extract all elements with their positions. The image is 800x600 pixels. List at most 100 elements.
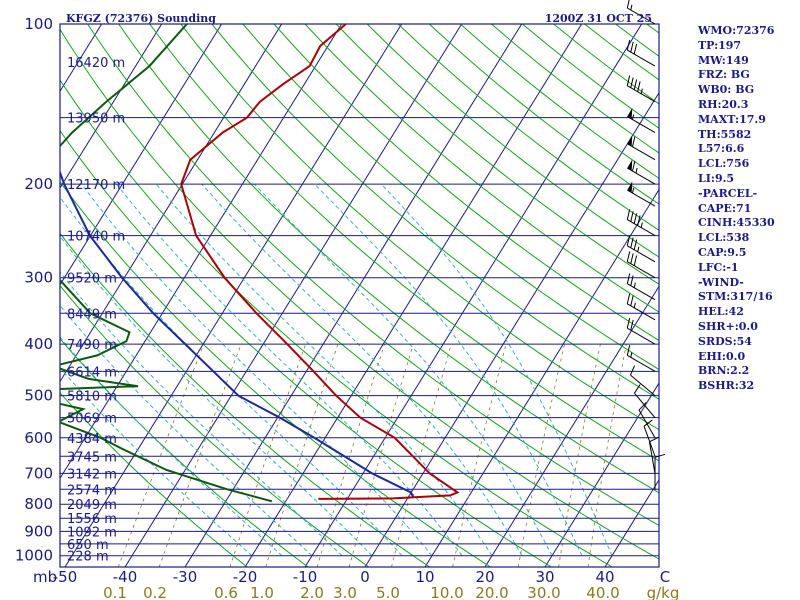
- wind-barb-staff: [627, 85, 656, 103]
- wind-barb: [648, 436, 659, 474]
- isotherm-line: [244, 24, 583, 567]
- moist-adiabat-line: [380, 183, 613, 556]
- isotherm-line: [124, 24, 463, 567]
- sounding-time: 1200Z 31 OCT 25: [545, 12, 652, 25]
- index-line: TP:197: [698, 38, 742, 52]
- index-line: LI:9.5: [698, 171, 735, 185]
- pressure-tick-label: 200: [24, 175, 53, 193]
- index-line: SRDS:54: [698, 334, 752, 348]
- wind-barb-flag: [626, 345, 631, 356]
- dry-adiabat-line: [149, 24, 659, 462]
- index-line: RH:20.3: [698, 97, 749, 111]
- moist-adiabat-line: [60, 336, 283, 557]
- index-line: LCL:756: [698, 157, 750, 171]
- wind-barb: [630, 365, 656, 397]
- chart-axes: [59, 23, 660, 568]
- mixing-ratio-tick-label: 0.1: [103, 584, 127, 600]
- wind-barb-flag: [626, 75, 631, 86]
- wind-barb-staff: [627, 261, 656, 279]
- dry-adiabat-line: [273, 24, 659, 342]
- wind-barb-staff: [627, 354, 656, 372]
- index-line: LFC:-1: [698, 260, 739, 274]
- wind-barb: [626, 75, 656, 103]
- wind-barb-flag: [633, 255, 638, 266]
- moist-adiabat-line: [155, 183, 493, 556]
- moist-adiabat-line: [81, 183, 433, 557]
- dry-adiabat-line: [60, 232, 430, 567]
- height-label: 2574 m: [67, 483, 117, 498]
- wind-barb-staff: [627, 303, 656, 321]
- wind-barb-staff: [627, 189, 656, 207]
- temperature-tick-label: 30: [535, 568, 554, 586]
- wind-barb-staff: [648, 441, 656, 474]
- temperature-tick-label: -40: [113, 568, 138, 586]
- temperature-tick-label: 20: [475, 568, 494, 586]
- wind-barb-flag: [626, 273, 631, 284]
- index-line: MW:149: [698, 53, 749, 67]
- height-label: 7490 m: [67, 338, 117, 353]
- index-line: WB0: BG: [698, 83, 755, 97]
- dry-adiabat-line: [60, 337, 309, 567]
- wind-barb-staff: [627, 167, 656, 185]
- wind-barb-pennant: [627, 107, 633, 120]
- mixing-ratio-tick-label: 20.0: [475, 584, 508, 600]
- moist-adiabat-line: [116, 183, 463, 556]
- wind-barb: [626, 345, 656, 372]
- index-line: WMO:72376: [698, 24, 775, 37]
- isotherm-line: [64, 24, 403, 567]
- dry-adiabat-line: [60, 129, 552, 567]
- chart-grid: [60, 24, 659, 567]
- wind-barb: [626, 235, 656, 263]
- wind-barb-half-flag: [640, 222, 643, 228]
- index-line: BSHR:32: [698, 379, 755, 393]
- temperature-tick-label: 0: [360, 568, 370, 586]
- isotherm-line: [60, 24, 163, 189]
- plot-frame: [59, 23, 660, 568]
- wind-barb-pennant: [627, 135, 633, 147]
- temperature-tick-label: -50: [53, 568, 78, 586]
- height-label: 10740 m: [67, 230, 125, 245]
- height-label: 13950 m: [67, 112, 125, 127]
- dry-adiabat-line: [242, 24, 659, 371]
- dewpoint-trace: [60, 24, 273, 503]
- wind-barb-flag: [633, 239, 638, 250]
- height-label: 650 m: [67, 538, 109, 553]
- height-label: 16420 m: [67, 56, 125, 71]
- mixing-ratio-line: [229, 343, 306, 567]
- index-line: CAP:9.5: [698, 245, 747, 259]
- height-label: 1092 m: [67, 525, 117, 540]
- pressure-tick-label: 400: [24, 335, 53, 353]
- wind-barb-pennant: [627, 181, 633, 193]
- wind-barb: [626, 209, 656, 237]
- mixing-ratio-tick-label: 40.0: [586, 584, 619, 600]
- wind-barb-flag: [633, 79, 638, 90]
- parcel-trace: [60, 169, 415, 498]
- wind-barb-half-flag: [631, 114, 635, 120]
- height-label: 4384 m: [67, 432, 117, 447]
- wind-barb-half-flag: [637, 246, 640, 252]
- isotherm-line: [544, 382, 659, 567]
- pressure-tick-label: 700: [24, 464, 53, 482]
- dry-adiabat-line: [180, 24, 659, 431]
- index-line: LCL:538: [698, 231, 750, 245]
- wind-barb-staff: [643, 426, 656, 457]
- wind-barb-flag: [654, 453, 666, 458]
- wind-barb: [626, 317, 656, 345]
- wind-barb-flag: [630, 253, 634, 264]
- wind-barb-staff: [630, 374, 656, 397]
- dry-adiabat-line: [87, 24, 659, 527]
- wind-barb-flag: [630, 365, 636, 376]
- index-line: MAXT:17.9: [698, 112, 766, 126]
- mixing-ratio-line: [587, 344, 627, 567]
- stability-indices: WMO:72376 TP:197 MW:149 FRZ: BG WB0: BG RH:20…: [698, 24, 775, 394]
- index-line: EHI:0.0: [698, 349, 746, 363]
- station-title: KFGZ (72376) Sounding: [66, 12, 216, 25]
- height-label: 228 m: [67, 550, 109, 565]
- wind-barb-flag: [633, 213, 638, 224]
- index-line: L57:6.6: [698, 142, 745, 156]
- mixing-ratio-line: [517, 344, 565, 567]
- wind-barb-flag: [626, 317, 631, 329]
- temperature-tick-label: 40: [595, 568, 614, 586]
- moist-adiabat-line: [60, 196, 403, 557]
